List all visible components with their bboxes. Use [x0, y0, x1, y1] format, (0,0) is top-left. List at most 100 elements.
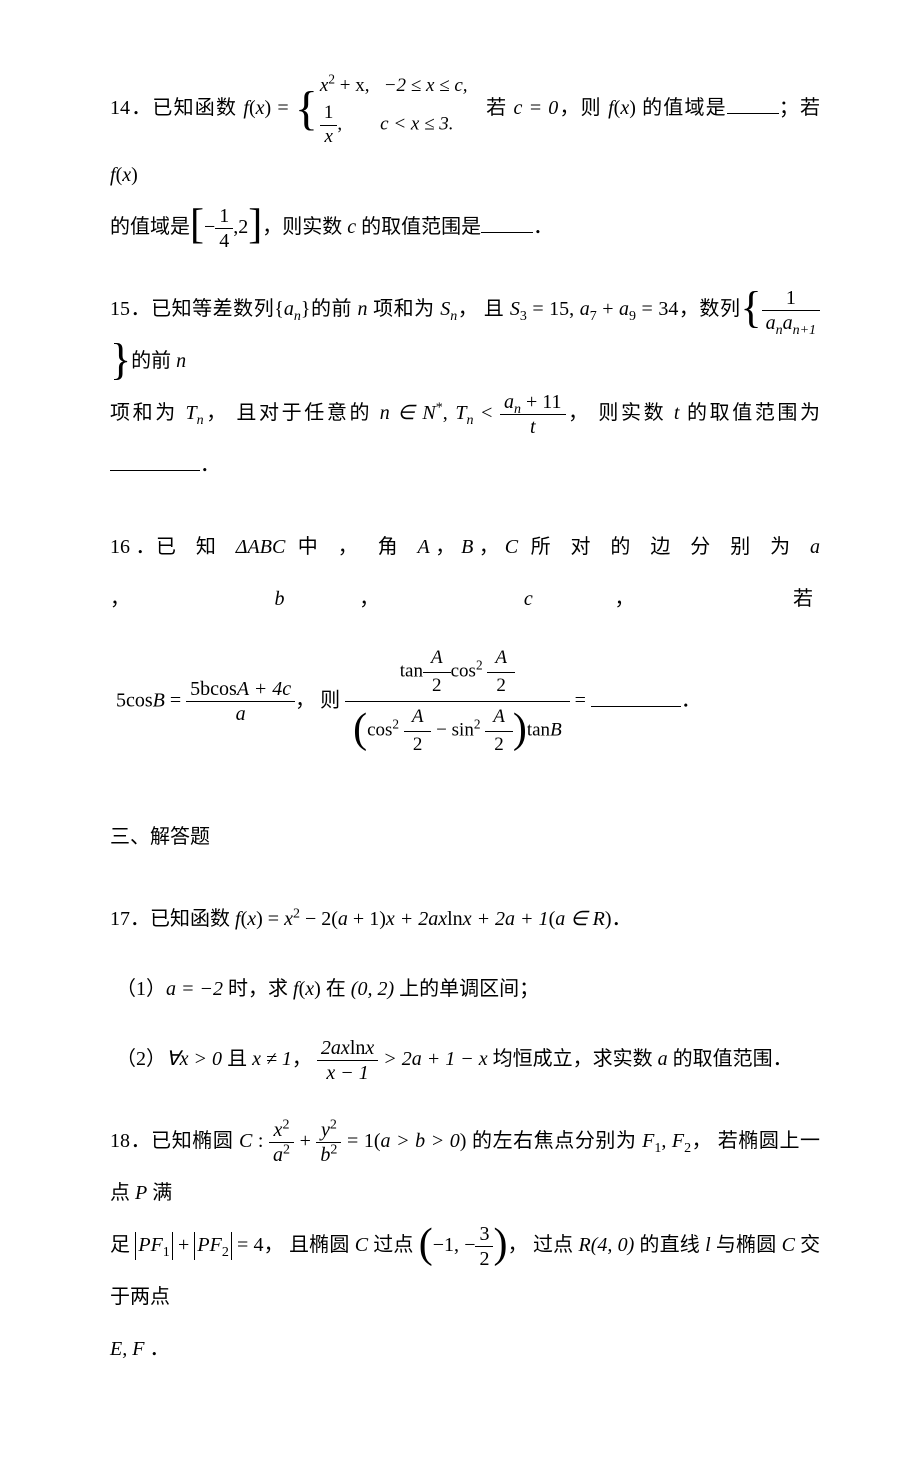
text: 所 对 的 边 分 别 为 — [518, 536, 810, 558]
left-brace-icon: { — [740, 287, 761, 329]
fraction-1-over-anan1: 1 anan+1 — [762, 286, 820, 335]
right-brace-icon: } — [110, 339, 131, 381]
problem-number: 18． — [110, 1130, 151, 1152]
text: 的值域是 — [636, 97, 727, 119]
piece-row-2: 1x, c < x ≤ 3. — [320, 102, 468, 149]
curve-C: C — [239, 1130, 252, 1152]
text: 且 — [222, 1048, 252, 1070]
problem-number: 14． — [110, 97, 152, 119]
f-symbol: f — [243, 97, 249, 119]
text: 已知椭圆 — [151, 1130, 239, 1152]
text: 的左右焦点分别为 — [466, 1130, 642, 1152]
line-1: 18．已知椭圆 C : x2 a2 + y2 b2 = 1(a > b > 0)… — [110, 1115, 820, 1219]
text: ， 且椭圆 — [263, 1234, 354, 1256]
line-2: 足 PF1 + PF2 = 4， 且椭圆 C 过点 (−1, −32)， 过点 … — [110, 1219, 820, 1323]
text: 的前 — [131, 350, 176, 372]
fill-blank[interactable] — [110, 456, 200, 471]
subproblem-2: （2）∀x > 0 且 x ≠ 1， 2axlnx x − 1 > 2a + 1… — [110, 1033, 820, 1085]
left-paren-icon: ( — [419, 1226, 433, 1264]
stem: 17．已知函数 f(x) = x2 − 2(a + 1)x + 2axlnx +… — [110, 893, 820, 945]
three-halves: 32 — [475, 1222, 493, 1271]
Sn: S — [440, 298, 450, 320]
fill-blank[interactable] — [481, 218, 533, 233]
text: 已 知 — [156, 536, 236, 558]
text: ， 则实数 — [566, 402, 674, 424]
problem-15: 15．已知等差数列{an}的前 n 项和为 Sn， 且 S3 = 15, a7 … — [110, 283, 820, 491]
problem-number: 16 ． — [110, 536, 156, 558]
text: 若 — [486, 97, 513, 119]
neg-one-fourth: 14 — [215, 204, 233, 253]
text: 均恒成立，求实数 — [488, 1048, 658, 1070]
text: 的值域是 — [110, 216, 190, 238]
A-over-2: A2 — [404, 704, 432, 759]
left-paren-icon: ( — [353, 711, 367, 749]
seq-an: a — [284, 298, 294, 320]
fraction-an11-t: an + 11 t — [500, 390, 566, 439]
section-3-title: 三、解答题 — [110, 811, 820, 863]
period: ． — [681, 690, 701, 712]
text: 的取值范围为 — [679, 402, 820, 424]
line-1: 16 ．已 知 ΔABC 中 ， 角 A ， B ， C 所 对 的 边 分 别… — [110, 521, 820, 625]
text: 与椭圆 — [711, 1234, 782, 1256]
Tn: T — [185, 402, 196, 424]
problem-16: 16 ．已 知 ΔABC 中 ， 角 A ， B ， C 所 对 的 边 分 别… — [110, 521, 820, 761]
frac-5bcosA4c-a: 5bcosA + 4c a — [186, 677, 295, 726]
text: 已知函数 — [152, 97, 243, 119]
text: 上的单调区间； — [394, 978, 539, 1000]
right-paren-icon: ) — [513, 711, 527, 749]
text: 的取值范围是 — [356, 216, 481, 238]
equation-line: 5cosB = 5bcosA + 4c a ， 则 tanA2cos2 A2 (… — [110, 643, 820, 761]
problem-18: 18．已知椭圆 C : x2 a2 + y2 b2 = 1(a > b > 0)… — [110, 1115, 820, 1375]
problem-17: 17．已知函数 f(x) = x2 − 2(a + 1)x + 2axlnx +… — [110, 893, 820, 1085]
text: 过点 — [368, 1234, 419, 1256]
points-EF: E, F — [110, 1338, 144, 1360]
abs-PF1: PF1 — [135, 1232, 172, 1260]
piece-row-1: x2 + x, −2 ≤ x ≤ c, — [320, 70, 468, 102]
var-n: n — [358, 298, 368, 320]
subproblem-1: （1）a = −2 时，求 f(x) 在 (0, 2) 上的单调区间； — [110, 963, 820, 1015]
period: ． — [612, 908, 632, 930]
text: ，则实数 — [262, 216, 347, 238]
text: ，数列 — [678, 298, 740, 320]
subproblem-label: （2） — [116, 1048, 166, 1070]
text: 足 — [110, 1234, 135, 1256]
text: 项和为 — [368, 298, 441, 320]
problem-14: 14．已知函数 f(x) = { x2 + x, −2 ≤ x ≤ c, 1x,… — [110, 70, 820, 253]
one-over-x: 1x — [320, 102, 338, 149]
fill-blank[interactable] — [727, 99, 779, 114]
problem-number: 17． — [110, 908, 150, 930]
left-brace-icon: { — [295, 85, 318, 133]
frac-2axlnx-xm1: 2axlnx x − 1 — [317, 1036, 378, 1085]
text: ，则 — [558, 97, 608, 119]
text: 在 — [321, 978, 351, 1000]
text: ， 则 — [295, 690, 345, 712]
A-over-2: A2 — [485, 704, 513, 759]
text: ；若 — [779, 97, 820, 119]
triangle-ABC: ΔABC — [236, 536, 286, 558]
text: ， 且 — [457, 298, 510, 320]
text: 的取值范围． — [668, 1048, 793, 1070]
text: 的前 — [310, 298, 357, 320]
y2-over-b2: y2 b2 — [316, 1118, 341, 1167]
text: 已知函数 — [150, 908, 235, 930]
var-x: x — [256, 97, 265, 119]
big-fraction: tanA2cos2 A2 (cos2 A2 − sin2 A2)tanB — [345, 643, 570, 761]
A-over-2: A2 — [487, 645, 515, 700]
text: ， 过点 — [507, 1234, 578, 1256]
right-paren-icon: ) — [493, 1226, 507, 1264]
subproblem-label: （1） — [116, 978, 166, 1000]
text: 中 ， 角 — [285, 536, 417, 558]
text: 的直线 — [634, 1234, 705, 1256]
piecewise-body: x2 + x, −2 ≤ x ≤ c, 1x, c < x ≤ 3. — [320, 70, 468, 149]
problem-number: 15． — [110, 298, 151, 320]
x2-over-a2: x2 a2 — [269, 1118, 294, 1167]
var-c: c — [347, 216, 356, 238]
fill-blank[interactable] — [591, 692, 681, 707]
point-P: P — [135, 1182, 147, 1204]
text: 满 — [147, 1182, 172, 1204]
right-bracket-icon: ] — [248, 207, 262, 245]
text: 时，求 — [223, 978, 293, 1000]
period: ． — [533, 216, 553, 238]
left-bracket-icon: [ — [190, 207, 204, 245]
text: 项和为 — [110, 402, 185, 424]
